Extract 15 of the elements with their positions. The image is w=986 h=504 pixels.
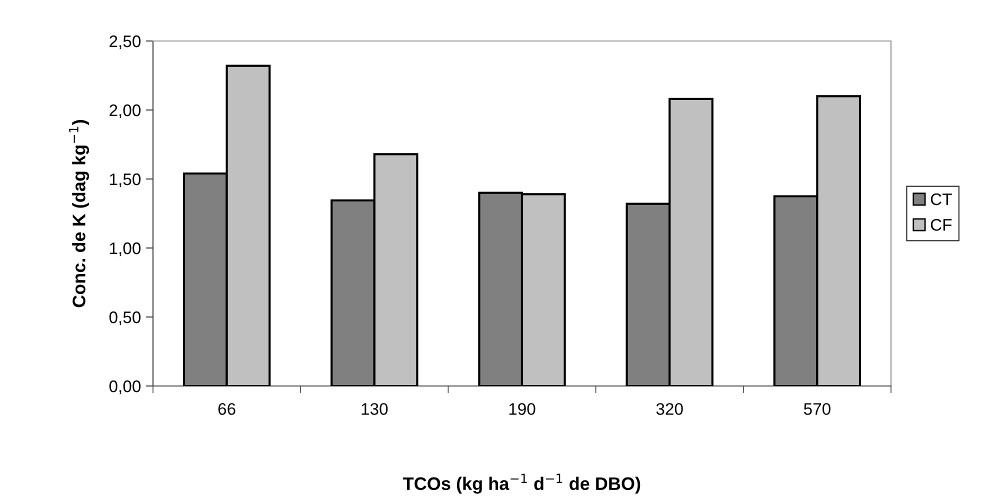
y-tick-label: 2,00 (110, 104, 141, 118)
x-tick-label: 570 (804, 403, 830, 415)
y-tick-label: 1,00 (110, 242, 141, 256)
x-tick-label: 66 (218, 403, 236, 415)
y-tick-label: 1,50 (110, 173, 141, 188)
y-tick-label: 0,00 (109, 380, 141, 394)
y-tick-label: 2,50 (110, 35, 141, 50)
y-axis-title: Conc. de K (dag kg$^{−1}$) (69, 120, 90, 308)
legend-label: CT (930, 193, 952, 206)
x-axis-title: TCOs (kg ha$^{−1}$ d$^{−1}$ de DBO) (403, 474, 640, 494)
x-tick-label: 190 (509, 403, 536, 415)
legend-label: CF (930, 218, 952, 231)
y-tick-label: 0,50 (109, 311, 141, 326)
x-tick-label: 320 (656, 403, 683, 415)
x-tick-label: 130 (362, 403, 388, 415)
